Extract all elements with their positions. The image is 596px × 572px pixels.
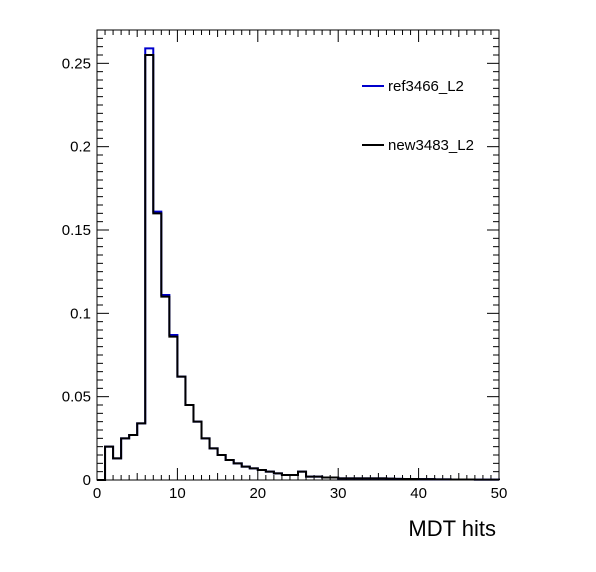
- x-tick-label: 30: [330, 485, 347, 502]
- legend-label: ref3466_L2: [388, 78, 464, 95]
- plot-frame: [96, 29, 500, 481]
- y-tick-label: 0.2: [70, 139, 91, 156]
- x-tick-label: 40: [410, 485, 427, 502]
- y-tick-label: 0.25: [62, 55, 91, 72]
- y-tick-label: 0.1: [70, 305, 91, 322]
- y-tick-label: 0.15: [62, 222, 91, 239]
- x-tick-label: 20: [249, 485, 266, 502]
- histogram-series-new: [97, 54, 500, 481]
- x-tick-label: 50: [491, 485, 508, 502]
- legend-label: new3483_L2: [388, 137, 474, 154]
- legend: ref3466_L2 new3483_L2: [362, 78, 474, 154]
- x-tick-label: 0: [93, 485, 101, 502]
- x-axis-ticks: 0 10 20 30 40 50: [93, 30, 508, 502]
- histogram-series-ref: [97, 47, 500, 481]
- x-axis-title: MDT hits: [408, 516, 496, 541]
- y-tick-label: 0.05: [62, 389, 91, 406]
- x-tick-label: 10: [169, 485, 186, 502]
- series-layer: [97, 47, 500, 481]
- y-axis-ticks: 0 0.05 0.1 0.15 0.2 0.25: [62, 29, 499, 489]
- y-tick-label: 0: [83, 472, 91, 489]
